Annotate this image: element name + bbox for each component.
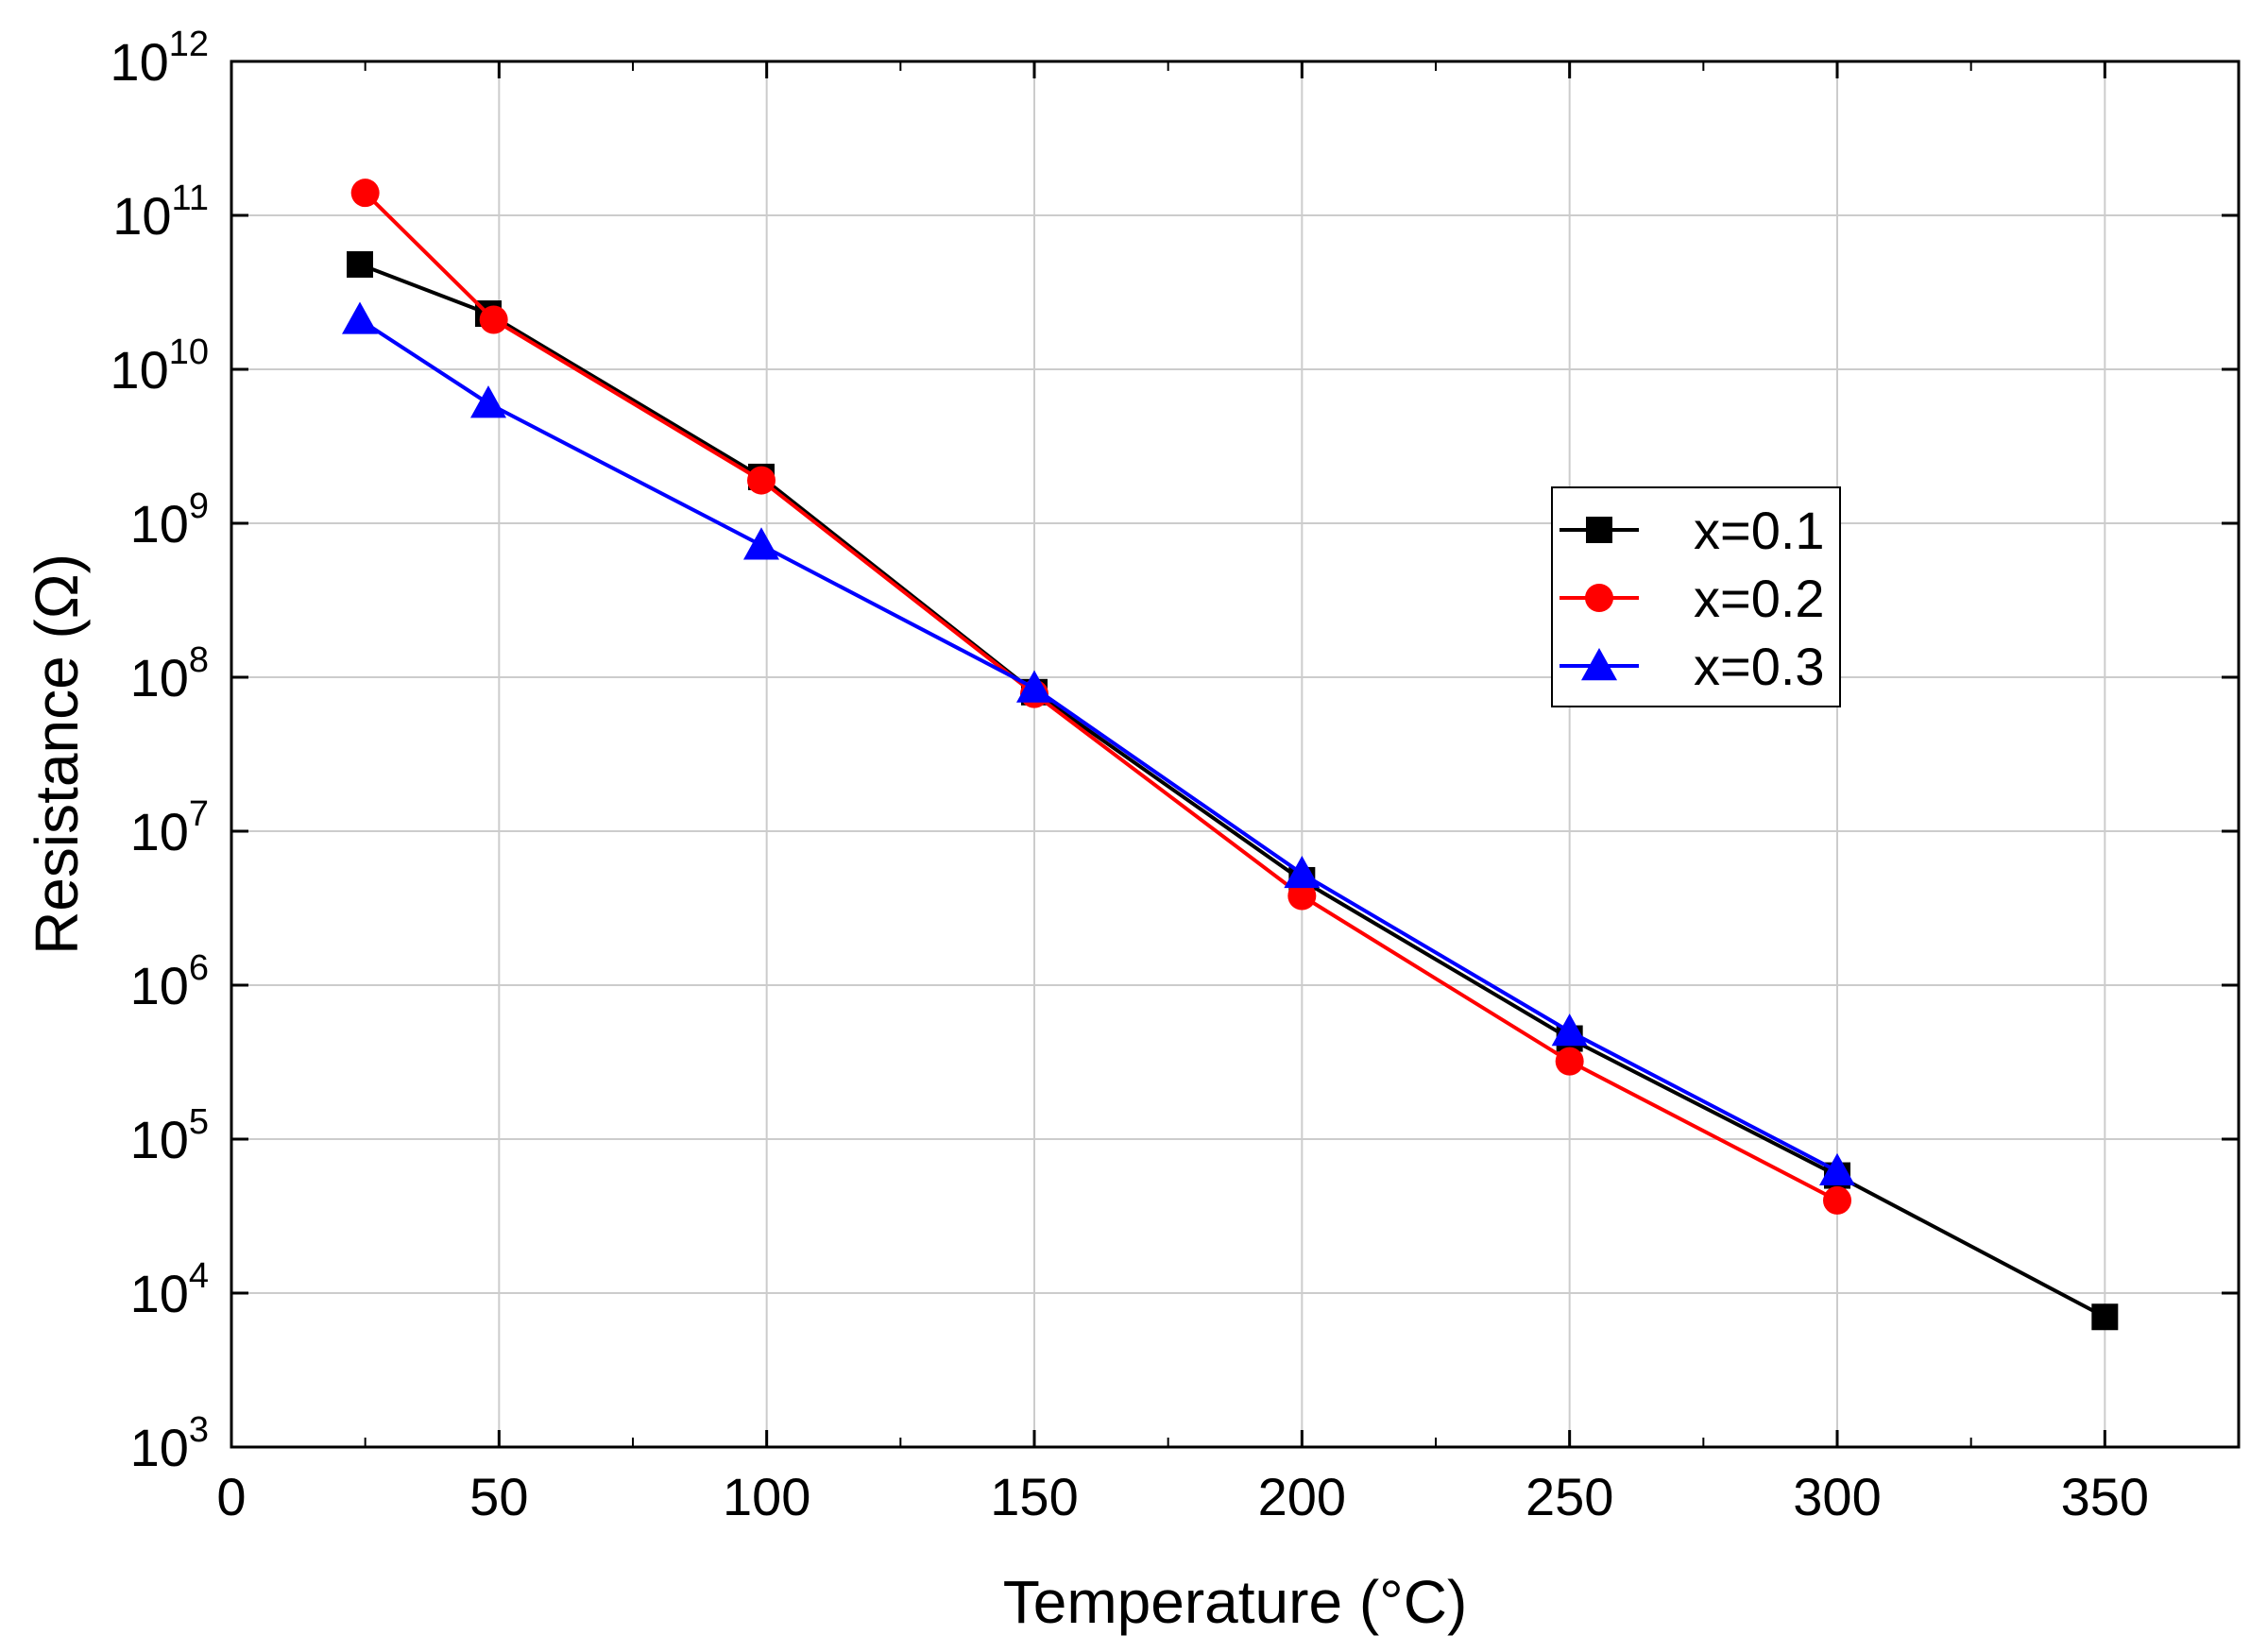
- legend-marker: [1586, 517, 1612, 543]
- x-tick-label: 0: [216, 1467, 246, 1526]
- y-tick-base: 10: [130, 648, 189, 707]
- x-tick-label: 50: [469, 1467, 528, 1526]
- x-tick-label: 150: [990, 1467, 1078, 1526]
- data-point-circle: [1287, 881, 1317, 911]
- y-tick-label: 1012: [110, 25, 209, 92]
- y-tick-exponent: 9: [189, 486, 209, 526]
- y-tick-exponent: 11: [172, 179, 209, 218]
- y-tick-exponent: 10: [169, 332, 209, 372]
- legend-item: x=0.3: [1560, 637, 1825, 696]
- legend-label: x=0.3: [1694, 637, 1825, 696]
- x-tick-label: 250: [1526, 1467, 1613, 1526]
- data-point-triangle: [1016, 670, 1052, 703]
- legend-label: x=0.2: [1694, 569, 1825, 628]
- y-tick-label: 108: [130, 640, 209, 707]
- y-tick-base: 10: [130, 494, 189, 554]
- y-tick-label: 103: [130, 1410, 209, 1477]
- y-tick-base: 10: [130, 956, 189, 1015]
- x-tick-label: 200: [1258, 1467, 1346, 1526]
- data-point-triangle: [743, 527, 779, 560]
- y-tick-label: 109: [130, 486, 209, 554]
- data-point-circle: [1555, 1047, 1584, 1076]
- legend-marker: [1585, 584, 1613, 612]
- data-point-circle: [1823, 1185, 1851, 1215]
- x-tick-label: 300: [1793, 1467, 1881, 1526]
- y-axis-title: Resistance (Ω): [23, 554, 91, 955]
- data-point-circle: [747, 466, 776, 495]
- x-axis-title: Temperature (°C): [1003, 1568, 1468, 1636]
- data-point-triangle: [1819, 1152, 1855, 1186]
- y-tick-base: 10: [130, 802, 189, 861]
- axis-ticks: 0 50 100 150 200 250 300 3501031041051061071081…: [110, 25, 2239, 1526]
- y-tick-label: 104: [130, 1256, 209, 1323]
- legend-item: x=0.1: [1560, 501, 1825, 560]
- data-point-circle: [350, 179, 380, 208]
- y-tick-exponent: 3: [189, 1410, 209, 1450]
- data-point-triangle: [470, 385, 506, 418]
- x-tick-label: 350: [2061, 1467, 2149, 1526]
- series-line: [359, 263, 2106, 1320]
- y-tick-exponent: 7: [189, 794, 209, 834]
- grid-lines: [231, 61, 2239, 1447]
- legend-item: x=0.2: [1560, 569, 1825, 628]
- y-tick-label: 105: [130, 1102, 209, 1169]
- data-series: [342, 179, 2119, 1331]
- data-point-triangle: [342, 301, 378, 334]
- legend-marker: [1581, 648, 1617, 681]
- y-tick-base: 10: [110, 32, 168, 92]
- data-point-circle: [479, 305, 508, 334]
- y-tick-label: 1011: [112, 179, 209, 246]
- legend: x=0.1 x=0.2 x=0.3: [1551, 486, 1841, 707]
- data-point-square: [2091, 1303, 2119, 1331]
- y-tick-label: 107: [130, 794, 209, 861]
- y-tick-base: 10: [110, 340, 168, 400]
- x-tick-label: 100: [723, 1467, 810, 1526]
- y-tick-label: 106: [130, 948, 209, 1015]
- data-point-triangle: [1551, 1013, 1588, 1047]
- y-tick-exponent: 6: [189, 948, 209, 988]
- y-tick-exponent: 5: [189, 1102, 209, 1142]
- y-tick-exponent: 8: [189, 640, 209, 680]
- data-point-square: [347, 250, 373, 278]
- y-tick-exponent: 12: [169, 25, 209, 64]
- y-tick-base: 10: [130, 1110, 189, 1169]
- data-point-triangle: [1284, 855, 1321, 889]
- series-x=0.3: [342, 301, 1855, 1186]
- legend-label: x=0.1: [1694, 501, 1825, 560]
- y-tick-label: 1010: [110, 332, 209, 400]
- y-tick-exponent: 4: [189, 1256, 209, 1296]
- y-tick-base: 10: [130, 1418, 189, 1477]
- plot-frame: [230, 60, 2241, 1449]
- y-tick-base: 10: [112, 186, 171, 246]
- y-tick-base: 10: [130, 1264, 189, 1323]
